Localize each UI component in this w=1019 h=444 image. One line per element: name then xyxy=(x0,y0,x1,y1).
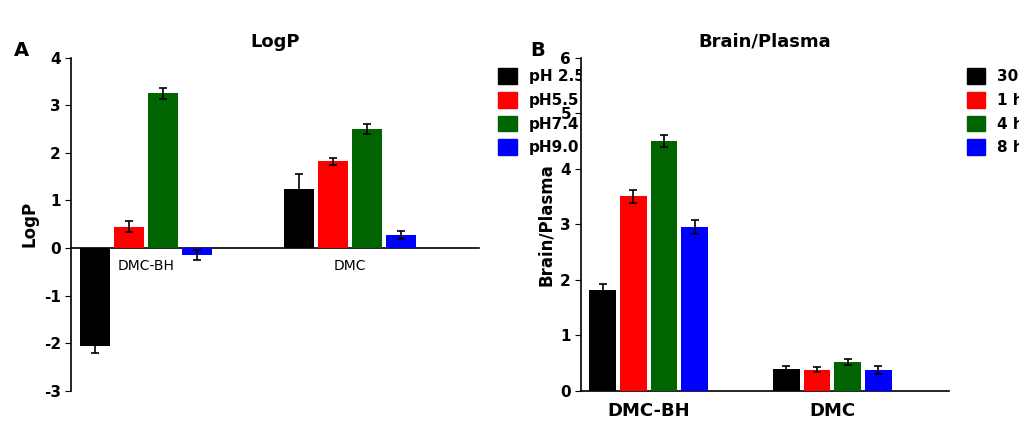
Title: Brain/Plasma: Brain/Plasma xyxy=(698,32,830,51)
Title: LogP: LogP xyxy=(251,32,300,51)
Bar xyxy=(386,235,416,248)
Bar xyxy=(81,248,110,345)
Y-axis label: LogP: LogP xyxy=(20,201,39,247)
Text: B: B xyxy=(530,41,544,60)
Bar xyxy=(772,369,799,391)
Bar xyxy=(148,93,178,248)
Bar xyxy=(834,362,860,391)
Bar xyxy=(114,226,144,248)
Bar xyxy=(318,162,347,248)
Bar xyxy=(650,141,677,391)
Bar xyxy=(284,189,314,248)
Legend: pH 2.5, pH5.5, pH7.4, pH9.0: pH 2.5, pH5.5, pH7.4, pH9.0 xyxy=(494,65,587,159)
Legend: 30 min, 1 h, 4 h, 8 h: 30 min, 1 h, 4 h, 8 h xyxy=(963,65,1019,159)
Bar xyxy=(681,227,707,391)
Bar xyxy=(620,197,646,391)
Bar xyxy=(589,290,615,391)
Text: A: A xyxy=(14,41,30,60)
Y-axis label: Brain/Plasma: Brain/Plasma xyxy=(536,163,554,285)
Bar xyxy=(352,129,382,248)
Bar xyxy=(803,369,829,391)
Bar xyxy=(182,248,212,255)
Bar xyxy=(864,370,891,391)
